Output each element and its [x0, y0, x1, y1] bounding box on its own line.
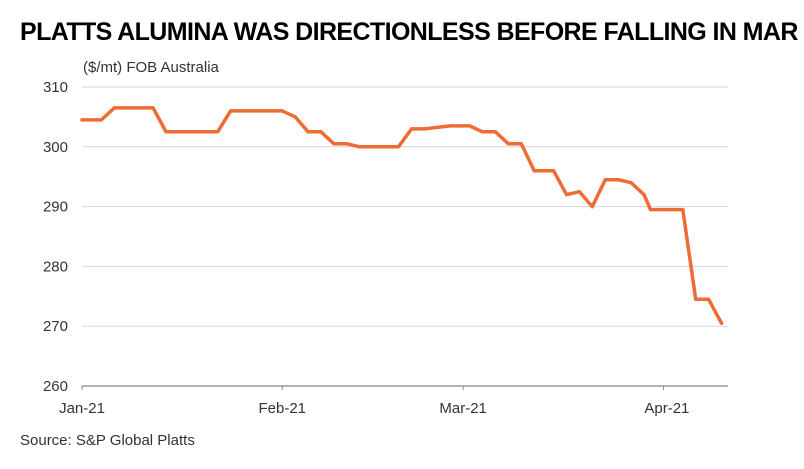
data-point: [539, 169, 543, 173]
data-point: [112, 106, 116, 110]
data-point: [358, 145, 362, 149]
data-point: [280, 109, 284, 113]
data-point: [306, 130, 310, 134]
data-point: [332, 142, 336, 146]
chart-title: PLATTS ALUMINA WAS DIRECTIONLESS BEFORE …: [20, 18, 798, 46]
gridlines: [81, 86, 728, 390]
data-point: [577, 190, 582, 194]
data-point: [396, 145, 401, 149]
data-point: [648, 208, 653, 212]
data-point: [409, 127, 414, 131]
data-point: [681, 208, 685, 212]
x-tick-label: Mar-21: [439, 400, 487, 417]
x-tick-label: Feb-21: [258, 400, 306, 417]
x-tick-label: Jan-21: [59, 400, 105, 417]
data-point: [519, 142, 523, 146]
price-line: [80, 106, 724, 325]
y-axis-tick-labels: 310 300 290 280 270 260: [43, 79, 68, 395]
data-point: [506, 142, 510, 146]
data-point: [468, 124, 472, 128]
data-point: [493, 130, 497, 134]
data-point: [661, 208, 666, 212]
data-point: [590, 205, 594, 209]
data-point: [707, 297, 711, 301]
data-point: [532, 169, 536, 173]
data-point: [345, 142, 349, 146]
data-point: [293, 115, 297, 119]
series-layer: [80, 106, 724, 325]
data-point: [216, 130, 220, 134]
data-point: [448, 124, 452, 128]
data-point: [552, 169, 556, 173]
data-point: [564, 193, 569, 197]
data-point: [371, 145, 375, 149]
y-tick-label: 270: [43, 318, 68, 335]
data-point: [642, 193, 646, 197]
data-point: [480, 130, 485, 134]
data-point: [229, 109, 233, 113]
data-point: [694, 297, 698, 301]
data-point: [151, 106, 155, 110]
y-tick-label: 300: [43, 139, 68, 156]
y-tick-label: 280: [43, 258, 68, 275]
source-note: Source: S&P Global Platts: [20, 432, 195, 449]
data-point: [719, 321, 724, 325]
data-point: [99, 118, 103, 122]
y-tick-label: 290: [43, 199, 68, 216]
x-tick-label: Apr-21: [644, 400, 689, 417]
data-point: [629, 181, 633, 185]
y-axis-unit-label: ($/mt) FOB Australia: [83, 59, 219, 76]
x-axis-tick-labels: Jan-21 Feb-21 Mar-21 Apr-21: [59, 400, 689, 417]
data-point: [422, 127, 426, 131]
data-point: [616, 178, 620, 182]
data-point: [603, 178, 607, 182]
data-point: [80, 118, 84, 122]
data-point: [319, 130, 323, 134]
y-tick-label: 260: [43, 378, 68, 395]
y-tick-label: 310: [43, 79, 68, 96]
data-point: [164, 130, 168, 134]
